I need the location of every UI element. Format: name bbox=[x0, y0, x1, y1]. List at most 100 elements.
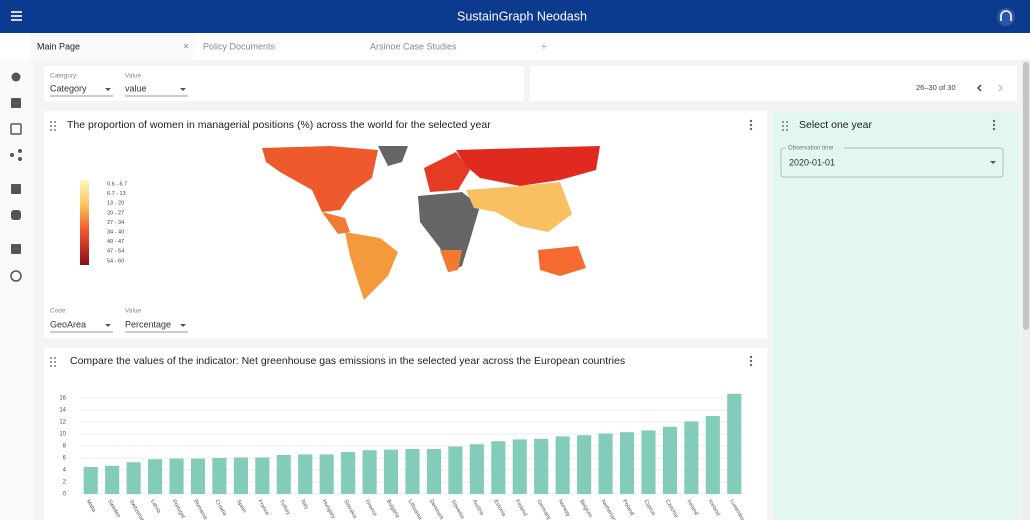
legend-label: 47 - 54 bbox=[107, 249, 124, 255]
bar bbox=[534, 438, 549, 494]
legend-label: 20 - 27 bbox=[107, 210, 124, 216]
dropdown-arrow[interactable] bbox=[105, 324, 111, 327]
bar bbox=[190, 458, 206, 494]
year-card bbox=[773, 111, 1020, 520]
bar bbox=[598, 433, 613, 494]
bar bbox=[577, 435, 592, 494]
legend-label: 54 - 60 bbox=[107, 258, 124, 264]
legend-label: 13 - 20 bbox=[107, 201, 124, 207]
y-tick-label: 16 bbox=[59, 396, 66, 402]
north-america bbox=[262, 146, 378, 212]
app-bar bbox=[0, 0, 1030, 33]
y-tick-label: 2 bbox=[63, 480, 67, 486]
select-label: Observation time bbox=[788, 146, 834, 152]
active-tab[interactable] bbox=[30, 33, 195, 60]
south-america bbox=[345, 232, 398, 300]
bar bbox=[727, 393, 742, 494]
extensions-icon[interactable] bbox=[11, 210, 21, 220]
docs-icon[interactable] bbox=[11, 244, 21, 254]
y-tick-label: 10 bbox=[59, 432, 66, 438]
tab[interactable]: Arsinoe Case Studies bbox=[370, 41, 457, 51]
card-menu[interactable] bbox=[992, 119, 996, 131]
load-icon[interactable] bbox=[10, 123, 22, 135]
bar bbox=[469, 444, 484, 494]
close-tab[interactable]: × bbox=[183, 42, 189, 53]
connection-icon bbox=[1000, 10, 1012, 21]
x-tick-label: Italy bbox=[299, 499, 309, 511]
russia bbox=[456, 146, 600, 186]
legend-label: 6.7 - 13 bbox=[107, 191, 126, 197]
y-tick-label: 12 bbox=[59, 420, 66, 426]
bar bbox=[448, 446, 463, 494]
dropdown-arrow[interactable] bbox=[990, 161, 996, 164]
map-legend: 0.6 - 6.7 6.7 - 13 13 - 20 20 - 27 27 - 34 34… bbox=[107, 181, 127, 264]
settings-icon[interactable] bbox=[11, 72, 21, 82]
australia bbox=[538, 246, 586, 276]
year-select[interactable] bbox=[780, 147, 1004, 178]
world-map bbox=[262, 146, 600, 300]
greenland bbox=[378, 146, 408, 166]
bar bbox=[684, 421, 699, 494]
africa bbox=[418, 192, 480, 272]
menu-button[interactable] bbox=[11, 11, 22, 21]
bar bbox=[105, 465, 120, 494]
dropdown-arrow[interactable] bbox=[180, 88, 186, 91]
legend-label: 34 - 40 bbox=[107, 229, 124, 235]
bar bbox=[426, 449, 442, 494]
bar bbox=[148, 459, 163, 494]
drag-handle[interactable] bbox=[50, 121, 56, 131]
bar bbox=[619, 432, 635, 494]
bar bbox=[276, 455, 291, 494]
card-title: The proportion of women in managerial po… bbox=[67, 119, 491, 131]
share-icon[interactable] bbox=[10, 153, 14, 157]
dropdown-arrow[interactable] bbox=[105, 88, 111, 91]
select-value[interactable]: Percentage bbox=[125, 319, 171, 329]
southern-africa bbox=[440, 250, 462, 272]
save-icon[interactable] bbox=[11, 98, 21, 108]
bar bbox=[662, 426, 677, 494]
prev-page[interactable] bbox=[977, 84, 982, 92]
bar bbox=[169, 458, 184, 494]
select-value[interactable]: GeoArea bbox=[50, 319, 86, 329]
select-value[interactable]: Category bbox=[50, 83, 87, 93]
y-tick-label: 4 bbox=[63, 468, 67, 474]
tab[interactable]: Policy Documents bbox=[203, 41, 276, 51]
legend-scale bbox=[80, 180, 89, 265]
bar bbox=[641, 430, 656, 494]
next-page[interactable] bbox=[998, 84, 1003, 92]
side-rail bbox=[0, 60, 33, 520]
bar bbox=[405, 449, 420, 494]
card-menu[interactable] bbox=[749, 119, 753, 131]
card-title: Compare the values of the indicator: Net… bbox=[70, 355, 625, 367]
select-value[interactable]: 2020-01-01 bbox=[789, 157, 835, 167]
add-tab[interactable]: + bbox=[541, 41, 547, 53]
dropdown-arrow[interactable] bbox=[180, 324, 186, 327]
bar bbox=[555, 436, 570, 494]
map-card bbox=[44, 111, 767, 338]
card-title: Select one year bbox=[799, 119, 872, 131]
bar bbox=[298, 454, 313, 494]
info-icon[interactable] bbox=[10, 270, 22, 282]
label-gap bbox=[786, 144, 844, 152]
y-tick-label: 0 bbox=[63, 492, 67, 498]
bar bbox=[319, 454, 334, 494]
select-value[interactable]: value bbox=[125, 83, 147, 93]
tab[interactable]: Main Page bbox=[37, 41, 80, 51]
select-label: Value bbox=[125, 308, 142, 315]
drag-handle[interactable] bbox=[782, 121, 788, 131]
y-tick-label: 8 bbox=[63, 444, 67, 450]
bar bbox=[491, 441, 506, 494]
reports-icon[interactable] bbox=[11, 184, 21, 194]
bar bbox=[233, 457, 248, 494]
bar bbox=[512, 439, 527, 494]
filter-card bbox=[44, 66, 524, 101]
drag-handle[interactable] bbox=[50, 357, 56, 367]
bar bbox=[126, 462, 141, 494]
y-tick-label: 14 bbox=[59, 408, 66, 414]
bar bbox=[705, 416, 720, 494]
asia bbox=[466, 182, 572, 232]
central-america bbox=[322, 212, 350, 234]
scrollbar-thumb[interactable] bbox=[1023, 62, 1029, 330]
card-menu[interactable] bbox=[749, 355, 753, 367]
